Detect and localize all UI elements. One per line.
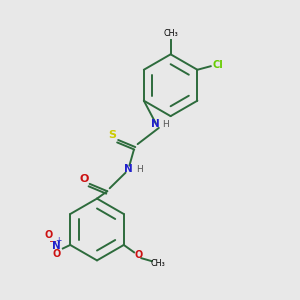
- Text: N: N: [124, 164, 133, 174]
- Text: O: O: [135, 250, 143, 260]
- Text: Cl: Cl: [213, 60, 224, 70]
- Text: H: H: [162, 120, 169, 129]
- Text: N: N: [151, 119, 159, 129]
- Text: CH₃: CH₃: [163, 28, 178, 38]
- Text: −: −: [50, 237, 58, 247]
- Text: CH₃: CH₃: [150, 259, 165, 268]
- Text: S: S: [108, 130, 116, 140]
- Text: H: H: [136, 165, 142, 174]
- Text: O: O: [80, 174, 89, 184]
- Text: O: O: [45, 230, 53, 240]
- Text: N: N: [52, 242, 61, 251]
- Text: +: +: [56, 236, 62, 245]
- Text: O: O: [52, 249, 61, 260]
